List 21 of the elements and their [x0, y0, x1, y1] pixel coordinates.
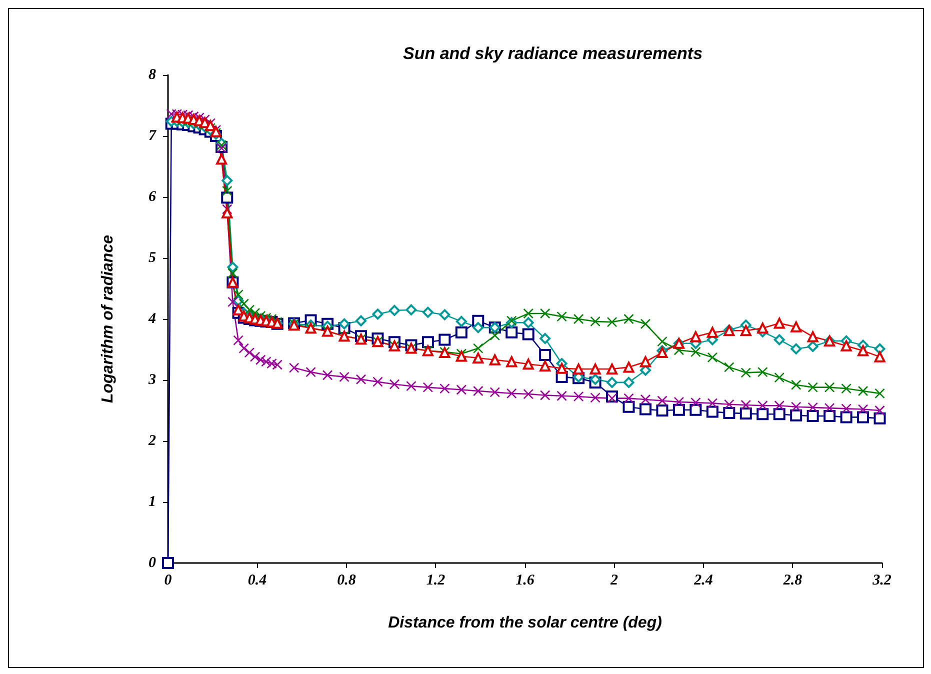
y-tick-label: 8	[148, 67, 156, 83]
x-tick-label: 1.2	[426, 572, 446, 588]
x-axis-title: Distance from the solar centre (deg)	[388, 614, 662, 632]
y-tick-label: 4	[148, 311, 156, 327]
y-tick-label: 2	[148, 433, 156, 449]
x-tick-label: 3.2	[872, 572, 892, 588]
x-tick-label: 1.6	[516, 572, 535, 588]
x-tick-label: 2.4	[693, 572, 714, 588]
chart-title: Sun and sky radiance measurements	[403, 44, 703, 63]
y-tick-label: 5	[148, 250, 156, 266]
y-tick-label: 3	[148, 372, 156, 388]
x-tick-label: 2	[610, 572, 618, 588]
y-tick-label: 0	[148, 555, 156, 571]
x-tick-label: 0.4	[248, 572, 268, 588]
y-tick-label: 1	[148, 494, 156, 510]
x-tick-label: 2.8	[782, 572, 803, 588]
x-tick-label: 0.8	[337, 572, 356, 588]
y-tick-label: 6	[148, 189, 156, 205]
y-axis-title: Logarithm of radiance	[100, 234, 116, 404]
y-tick-label: 7	[148, 128, 156, 144]
x-tick-label: 0	[164, 572, 172, 588]
